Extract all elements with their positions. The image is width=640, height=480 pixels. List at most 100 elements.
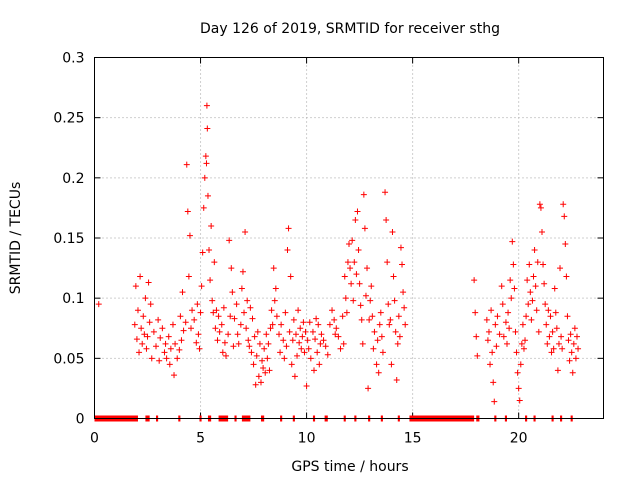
data-point: [287, 273, 294, 280]
data-point: [358, 316, 365, 323]
data-point: [365, 385, 372, 392]
data-point: [150, 328, 157, 335]
data-point: [544, 340, 551, 347]
data-point: [178, 337, 185, 344]
data-point: [199, 249, 206, 256]
data-point: [559, 345, 566, 352]
data-point: [153, 343, 160, 350]
data-point: [305, 345, 312, 352]
data-point: [227, 313, 234, 320]
data-point: [393, 376, 400, 383]
data-point: [570, 340, 577, 347]
data-point: [211, 259, 218, 266]
data-point: [545, 307, 552, 314]
data-point: [277, 349, 284, 356]
data-point: [131, 321, 138, 328]
data-point: [249, 315, 256, 322]
data-point: [300, 319, 307, 326]
data-point: [250, 361, 257, 368]
data-point: [292, 331, 299, 338]
data-point: [183, 161, 190, 168]
data-point: [281, 355, 288, 362]
data-point: [364, 265, 371, 272]
data-point: [551, 285, 558, 292]
data-point: [273, 313, 280, 320]
data-point: [355, 247, 362, 254]
data-point: [132, 283, 139, 290]
data-point: [282, 309, 289, 316]
data-point: [554, 367, 561, 374]
data-point: [379, 349, 386, 356]
data-point: [373, 361, 380, 368]
y-tick-label: 0.25: [53, 111, 84, 127]
data-point: [134, 307, 141, 314]
data-point: [169, 321, 176, 328]
data-point: [157, 334, 164, 341]
data-point: [291, 373, 298, 380]
data-point: [562, 241, 569, 248]
data-point: [531, 247, 538, 254]
data-point: [348, 280, 355, 287]
data-point: [500, 333, 507, 340]
data-point: [238, 285, 245, 292]
data-point: [241, 309, 248, 316]
data-point: [220, 304, 227, 311]
data-point: [172, 340, 179, 347]
data-point: [167, 345, 174, 352]
data-point: [133, 336, 140, 343]
data-point: [529, 297, 536, 304]
data-point: [239, 268, 246, 275]
data-point: [166, 361, 173, 368]
data-point: [231, 315, 238, 322]
data-point: [341, 273, 348, 280]
data-point: [316, 361, 323, 368]
data-point: [571, 325, 578, 332]
data-point: [280, 337, 287, 344]
data-point: [171, 372, 178, 379]
data-point: [186, 232, 193, 239]
data-point: [252, 381, 259, 388]
data-point: [493, 343, 500, 350]
data-point: [368, 283, 375, 290]
data-point: [575, 345, 582, 352]
data-point: [235, 340, 242, 347]
data-point: [400, 289, 407, 296]
data-point: [488, 307, 495, 314]
data-point: [276, 331, 283, 338]
data-point: [353, 271, 360, 278]
data-point: [510, 261, 517, 268]
data-point: [346, 241, 352, 248]
data-point: [230, 343, 237, 350]
data-point: [204, 125, 211, 132]
data-point: [573, 333, 580, 340]
data-point: [555, 340, 562, 347]
data-point: [401, 304, 408, 311]
data-point: [315, 321, 322, 328]
data-point: [499, 301, 506, 308]
data-point: [396, 333, 403, 340]
data-point: [318, 331, 325, 338]
data-point: [184, 208, 191, 215]
x-tick-label: 0: [90, 431, 99, 447]
y-tick-label: 0.3: [62, 51, 84, 67]
data-point: [209, 297, 216, 304]
data-point: [311, 367, 318, 374]
data-point: [471, 277, 478, 284]
data-point: [538, 228, 545, 235]
data-point: [557, 265, 564, 272]
data-point: [246, 343, 253, 350]
axis-ticks: 0 0.05 0.1 0.15 0.2 0.25 0.3 0 5 10 15 20: [53, 51, 604, 447]
data-point: [203, 102, 210, 109]
data-point: [540, 261, 547, 268]
data-point: [483, 316, 490, 323]
data-point: [261, 345, 268, 352]
data-point: [212, 325, 219, 332]
data-point: [194, 301, 201, 308]
data-point: [265, 340, 272, 347]
data-point: [320, 337, 327, 344]
data-point: [357, 302, 364, 309]
data-point: [142, 295, 149, 302]
data-point: [278, 321, 285, 328]
data-point: [568, 349, 575, 356]
data-point: [95, 301, 102, 308]
